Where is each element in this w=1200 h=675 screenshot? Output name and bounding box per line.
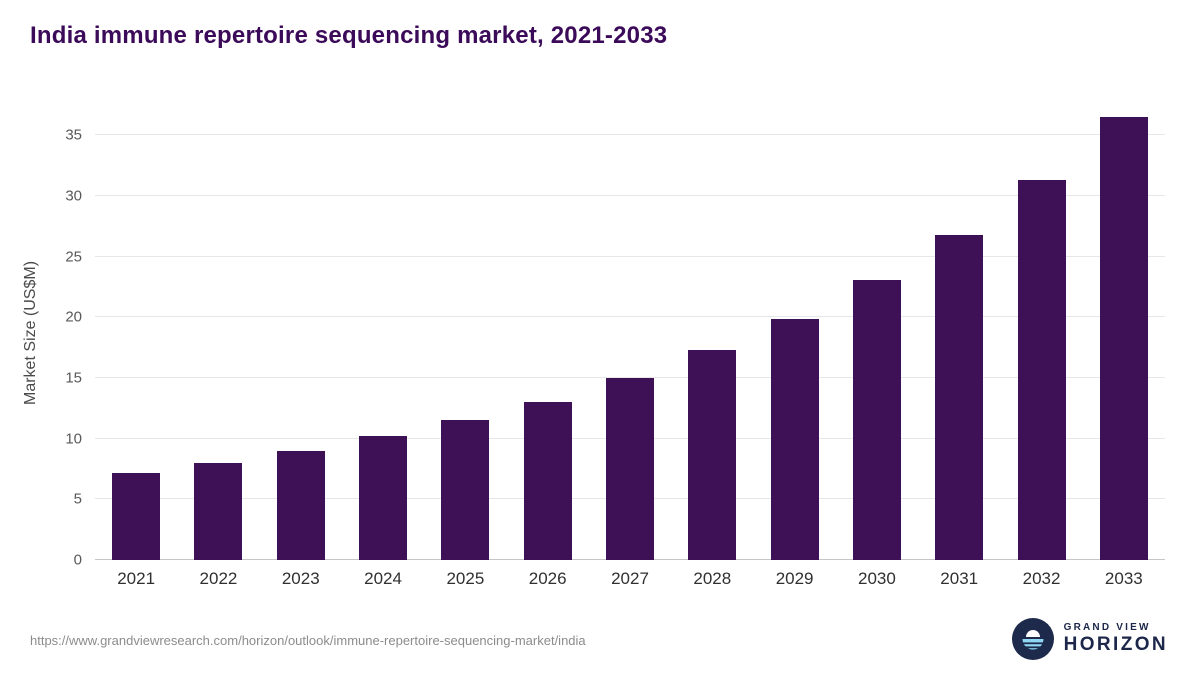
x-tick-label-2025: 2025 [446,569,485,588]
x-tick-label-2021: 2021 [117,569,156,588]
x-tick-label-2033: 2033 [1104,569,1143,588]
bar-2021 [112,472,161,560]
horizon-logo-icon [1011,618,1054,660]
gridline [95,377,1165,378]
y-tick-label: 0 [73,551,82,569]
x-tick-label-2031: 2031 [940,569,979,588]
y-tick-label: 5 [73,490,82,508]
x-tick-label-2030: 2030 [858,569,896,588]
logo-line2: HORIZON [1063,634,1168,655]
bar-2029 [770,318,819,560]
x-tick-label-2032: 2032 [1022,569,1061,588]
grand-view-horizon-logo: GRAND VIEW HORIZON [1011,618,1168,660]
logo-text: GRAND VIEW HORIZON [1064,622,1168,656]
x-tick-label-2028: 2028 [693,569,732,588]
bar-2024 [359,436,408,560]
plot-area [95,105,1165,560]
y-tick-label: 15 [65,369,82,387]
bar-2030 [852,279,901,560]
bar-2022 [194,462,243,560]
y-tick-label: 35 [65,126,82,144]
y-tick-label: 20 [65,308,82,326]
bar-2025 [441,420,490,560]
bar-2032 [1017,180,1066,560]
x-tick-label-2026: 2026 [528,569,567,588]
y-axis-ticks: 0 5 10 15 20 25 30 35 [30,105,82,568]
gridline [95,316,1165,318]
x-tick-label-2027: 2027 [611,569,649,588]
x-tick-label-2023: 2023 [281,569,320,588]
chart-title: India immune repertoire sequencing marke… [30,22,668,49]
y-tick-label: 10 [65,430,82,448]
x-axis-labels: 2021 2022 2023 2024 2025 2026 2027 2028 2029 2030… [95,569,1165,595]
y-tick-label: 30 [65,187,82,205]
y-tick-label: 25 [65,248,82,266]
x-tick-label-2022: 2022 [199,569,238,588]
gridline [95,134,1165,136]
bar-2026 [523,402,572,560]
logo-line1: GRAND VIEW [1063,622,1151,633]
bar-2033 [1099,117,1148,560]
source-url: https://www.grandviewresearch.com/horizo… [30,633,586,648]
bar-2023 [276,450,325,560]
gridline [95,255,1165,257]
bar-2028 [688,350,737,560]
bar-2031 [935,234,984,560]
x-tick-label-2024: 2024 [364,569,402,588]
x-tick-label-2029: 2029 [775,569,814,588]
gridline [95,195,1165,196]
bar-2027 [606,378,654,560]
